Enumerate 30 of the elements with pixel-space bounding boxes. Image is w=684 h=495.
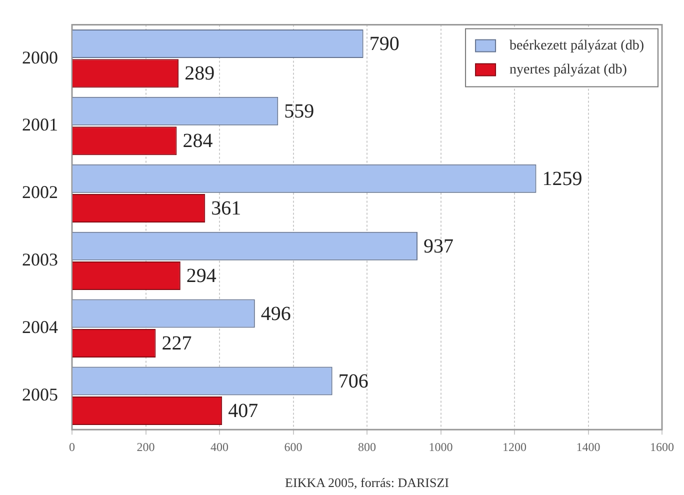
legend-label: beérkezett pályázat (db) [510, 38, 644, 54]
x-tick-label: 600 [284, 440, 302, 454]
data-label: 407 [228, 400, 258, 422]
y-tick-label: 2000 [22, 47, 58, 68]
y-tick-label: 2003 [22, 250, 58, 270]
legend-label: nyertes pályázat (db) [510, 62, 628, 78]
x-tick-label: 800 [358, 440, 376, 454]
data-label: 289 [184, 62, 215, 85]
data-label: 706 [338, 370, 368, 392]
data-label: 284 [182, 130, 213, 152]
x-tick-label: 1600 [650, 440, 674, 454]
data-label: 496 [260, 302, 291, 325]
data-label: 361 [211, 198, 242, 220]
y-tick-label: 2001 [22, 114, 58, 135]
y-tick-label: 2004 [22, 317, 58, 338]
data-label: 227 [162, 332, 192, 354]
x-tick-label: 1000 [428, 440, 453, 454]
data-label: 294 [186, 265, 216, 288]
x-tick-label: 400 [210, 440, 228, 454]
y-tick-label: 2005 [22, 384, 58, 405]
x-tick-label: 0 [69, 440, 75, 454]
text: EIKKA 2005, forrás: DARISZI [285, 475, 449, 490]
data-label: 559 [284, 100, 314, 122]
x-tick-label: 1200 [502, 440, 526, 454]
data-label: 1259 [542, 168, 582, 190]
x-tick-label: 1400 [576, 440, 600, 454]
x-tick-label: 200 [136, 440, 155, 454]
data-label: 937 [424, 235, 454, 258]
data-label: 790 [369, 32, 400, 55]
y-tick-label: 2002 [22, 182, 58, 202]
